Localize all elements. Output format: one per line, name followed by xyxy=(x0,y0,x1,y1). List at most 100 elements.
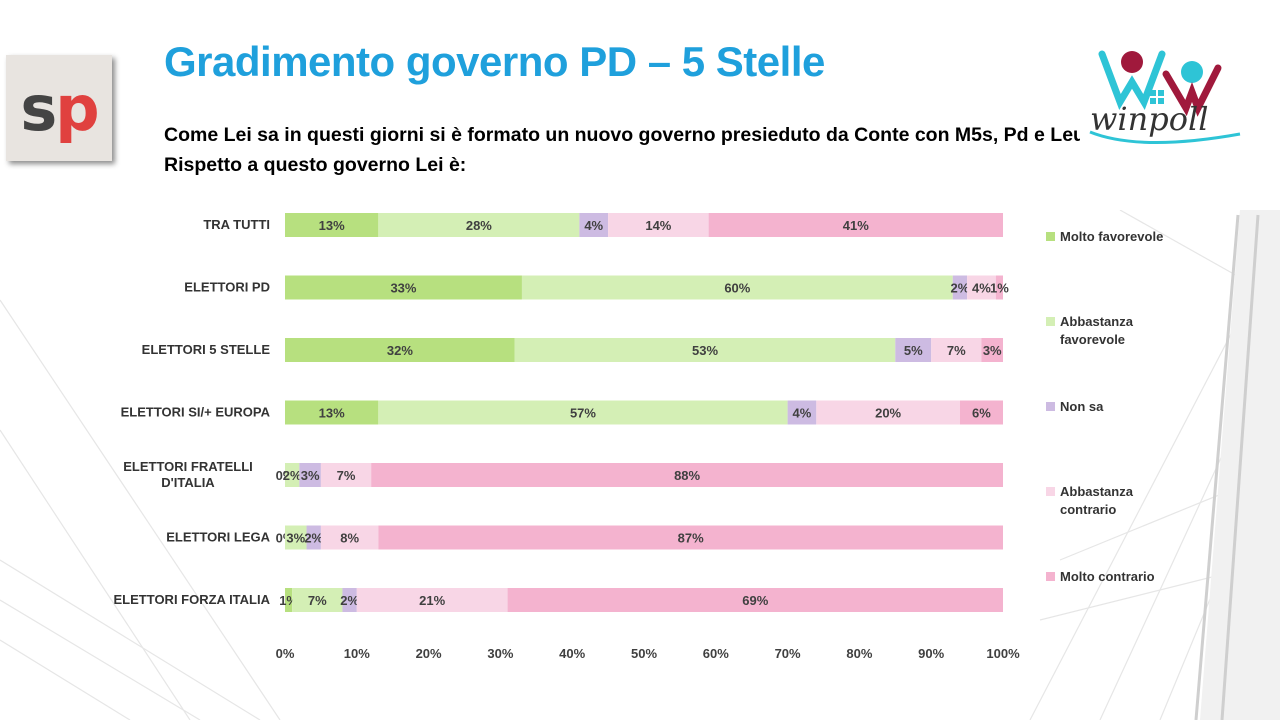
data-label: 20% xyxy=(875,406,901,421)
category-label: ELETTORI SI/+ EUROPA xyxy=(121,405,271,420)
bar-segment xyxy=(378,400,788,425)
data-label: 2% xyxy=(951,281,970,296)
stacked-bar-chart: TRA TUTTI ELETTORI PD ELETTORI 5 STELLE ELE… xyxy=(114,213,1163,661)
data-label: 3% xyxy=(286,531,305,546)
bar-segment xyxy=(507,588,1003,612)
bar-segment xyxy=(320,463,372,487)
legend-label: Molto favorevole xyxy=(1060,229,1163,244)
data-label: 7% xyxy=(308,593,327,608)
bar-segment xyxy=(320,525,379,550)
bar-segment xyxy=(285,338,515,362)
data-label: 88% xyxy=(674,468,700,483)
data-label: 3% xyxy=(301,468,320,483)
x-tick-label: 60% xyxy=(703,646,729,661)
data-label: 41% xyxy=(843,218,869,233)
bar-segment xyxy=(378,525,1004,550)
category-label: ELETTORI FORZA ITALIA xyxy=(114,592,271,607)
x-tick-label: 70% xyxy=(775,646,801,661)
x-tick-label: 100% xyxy=(986,646,1020,661)
category-label: ELETTORI FRATELLI D'ITALIA xyxy=(123,459,253,490)
data-label: 21% xyxy=(419,593,445,608)
bar-segment xyxy=(285,400,379,425)
data-label: 13% xyxy=(319,406,345,421)
legend-label: Non sa xyxy=(1060,399,1104,414)
x-tick-label: 90% xyxy=(918,646,944,661)
sp-logo-p: p xyxy=(55,71,99,145)
x-tick-label: 20% xyxy=(416,646,442,661)
data-label: 8% xyxy=(340,531,359,546)
page-title: Gradimento governo PD – 5 Stelle xyxy=(164,38,825,85)
bar-segment xyxy=(959,400,1003,425)
data-label: 14% xyxy=(645,218,671,233)
category-label: ELETTORI 5 STELLE xyxy=(142,342,271,357)
bar-segment xyxy=(579,213,609,237)
bar-segment xyxy=(995,275,1003,300)
x-tick-label: 40% xyxy=(559,646,585,661)
bar-segment xyxy=(285,525,307,550)
bar-segment xyxy=(285,213,379,237)
data-label: 4% xyxy=(584,218,603,233)
legend-swatch xyxy=(1046,317,1055,326)
bar-segment xyxy=(342,588,357,612)
bar-segment xyxy=(521,275,953,300)
x-tick-label: 10% xyxy=(344,646,370,661)
category-label: ELETTORI LEGA xyxy=(166,530,270,545)
bar-segment xyxy=(967,275,996,300)
data-label: 13% xyxy=(319,218,345,233)
data-label: 2% xyxy=(304,531,323,546)
survey-question: Come Lei sa in questi giorni si è format… xyxy=(164,124,1091,176)
data-label: 32% xyxy=(387,343,413,358)
data-label: 4% xyxy=(793,406,812,421)
sp-logo-s: s xyxy=(20,71,57,145)
legend-label: Abbastanza contrario xyxy=(1060,484,1134,517)
bar-segment xyxy=(514,338,896,362)
data-label: 33% xyxy=(390,281,416,296)
data-label: 6% xyxy=(972,406,991,421)
x-tick-label: 80% xyxy=(846,646,872,661)
data-label: 69% xyxy=(742,593,768,608)
data-label: 57% xyxy=(570,406,596,421)
data-label: 7% xyxy=(337,468,356,483)
legend-swatch xyxy=(1046,232,1055,241)
bar-segment xyxy=(356,588,508,612)
x-tick-label: 30% xyxy=(487,646,513,661)
bar-segment xyxy=(299,463,321,487)
winpoll-logo-graphic: winpoll xyxy=(1089,50,1241,145)
bar-segment xyxy=(708,213,1003,237)
winpoll-logo: winpoll xyxy=(1080,42,1275,210)
data-label: 28% xyxy=(466,218,492,233)
bar-segment xyxy=(378,213,580,237)
data-label: 2% xyxy=(283,468,302,483)
bar-segment xyxy=(608,213,709,237)
bar-segment xyxy=(931,338,982,362)
data-label: 2% xyxy=(340,593,359,608)
data-label: 87% xyxy=(678,531,704,546)
x-tick-label: 0% xyxy=(276,646,295,661)
data-label: 3% xyxy=(983,343,1002,358)
bar-segment xyxy=(895,338,932,362)
bar-segment xyxy=(306,525,321,550)
data-label: 60% xyxy=(724,281,750,296)
bar-segment xyxy=(952,275,968,300)
data-label: 5% xyxy=(904,343,923,358)
legend-swatch xyxy=(1046,402,1055,411)
x-tick-label: 50% xyxy=(631,646,657,661)
legend-label: Abbastanza favorevole xyxy=(1060,314,1134,347)
bar-segment xyxy=(981,338,1003,362)
bar-segment xyxy=(787,400,817,425)
category-label: ELETTORI PD xyxy=(184,280,270,295)
legend-swatch xyxy=(1046,487,1055,496)
bar-segment xyxy=(292,588,343,612)
category-label: TRA TUTTI xyxy=(203,217,270,232)
bar-segment xyxy=(285,588,293,612)
legend-label: Molto contrario xyxy=(1060,569,1155,584)
bar-segment xyxy=(285,463,300,487)
data-label: 53% xyxy=(692,343,718,358)
bar-segment xyxy=(816,400,960,425)
winpoll-logo-text: winpoll xyxy=(1090,100,1208,138)
data-label: 7% xyxy=(947,343,966,358)
legend-swatch xyxy=(1046,572,1055,581)
bar-segment xyxy=(285,275,522,300)
